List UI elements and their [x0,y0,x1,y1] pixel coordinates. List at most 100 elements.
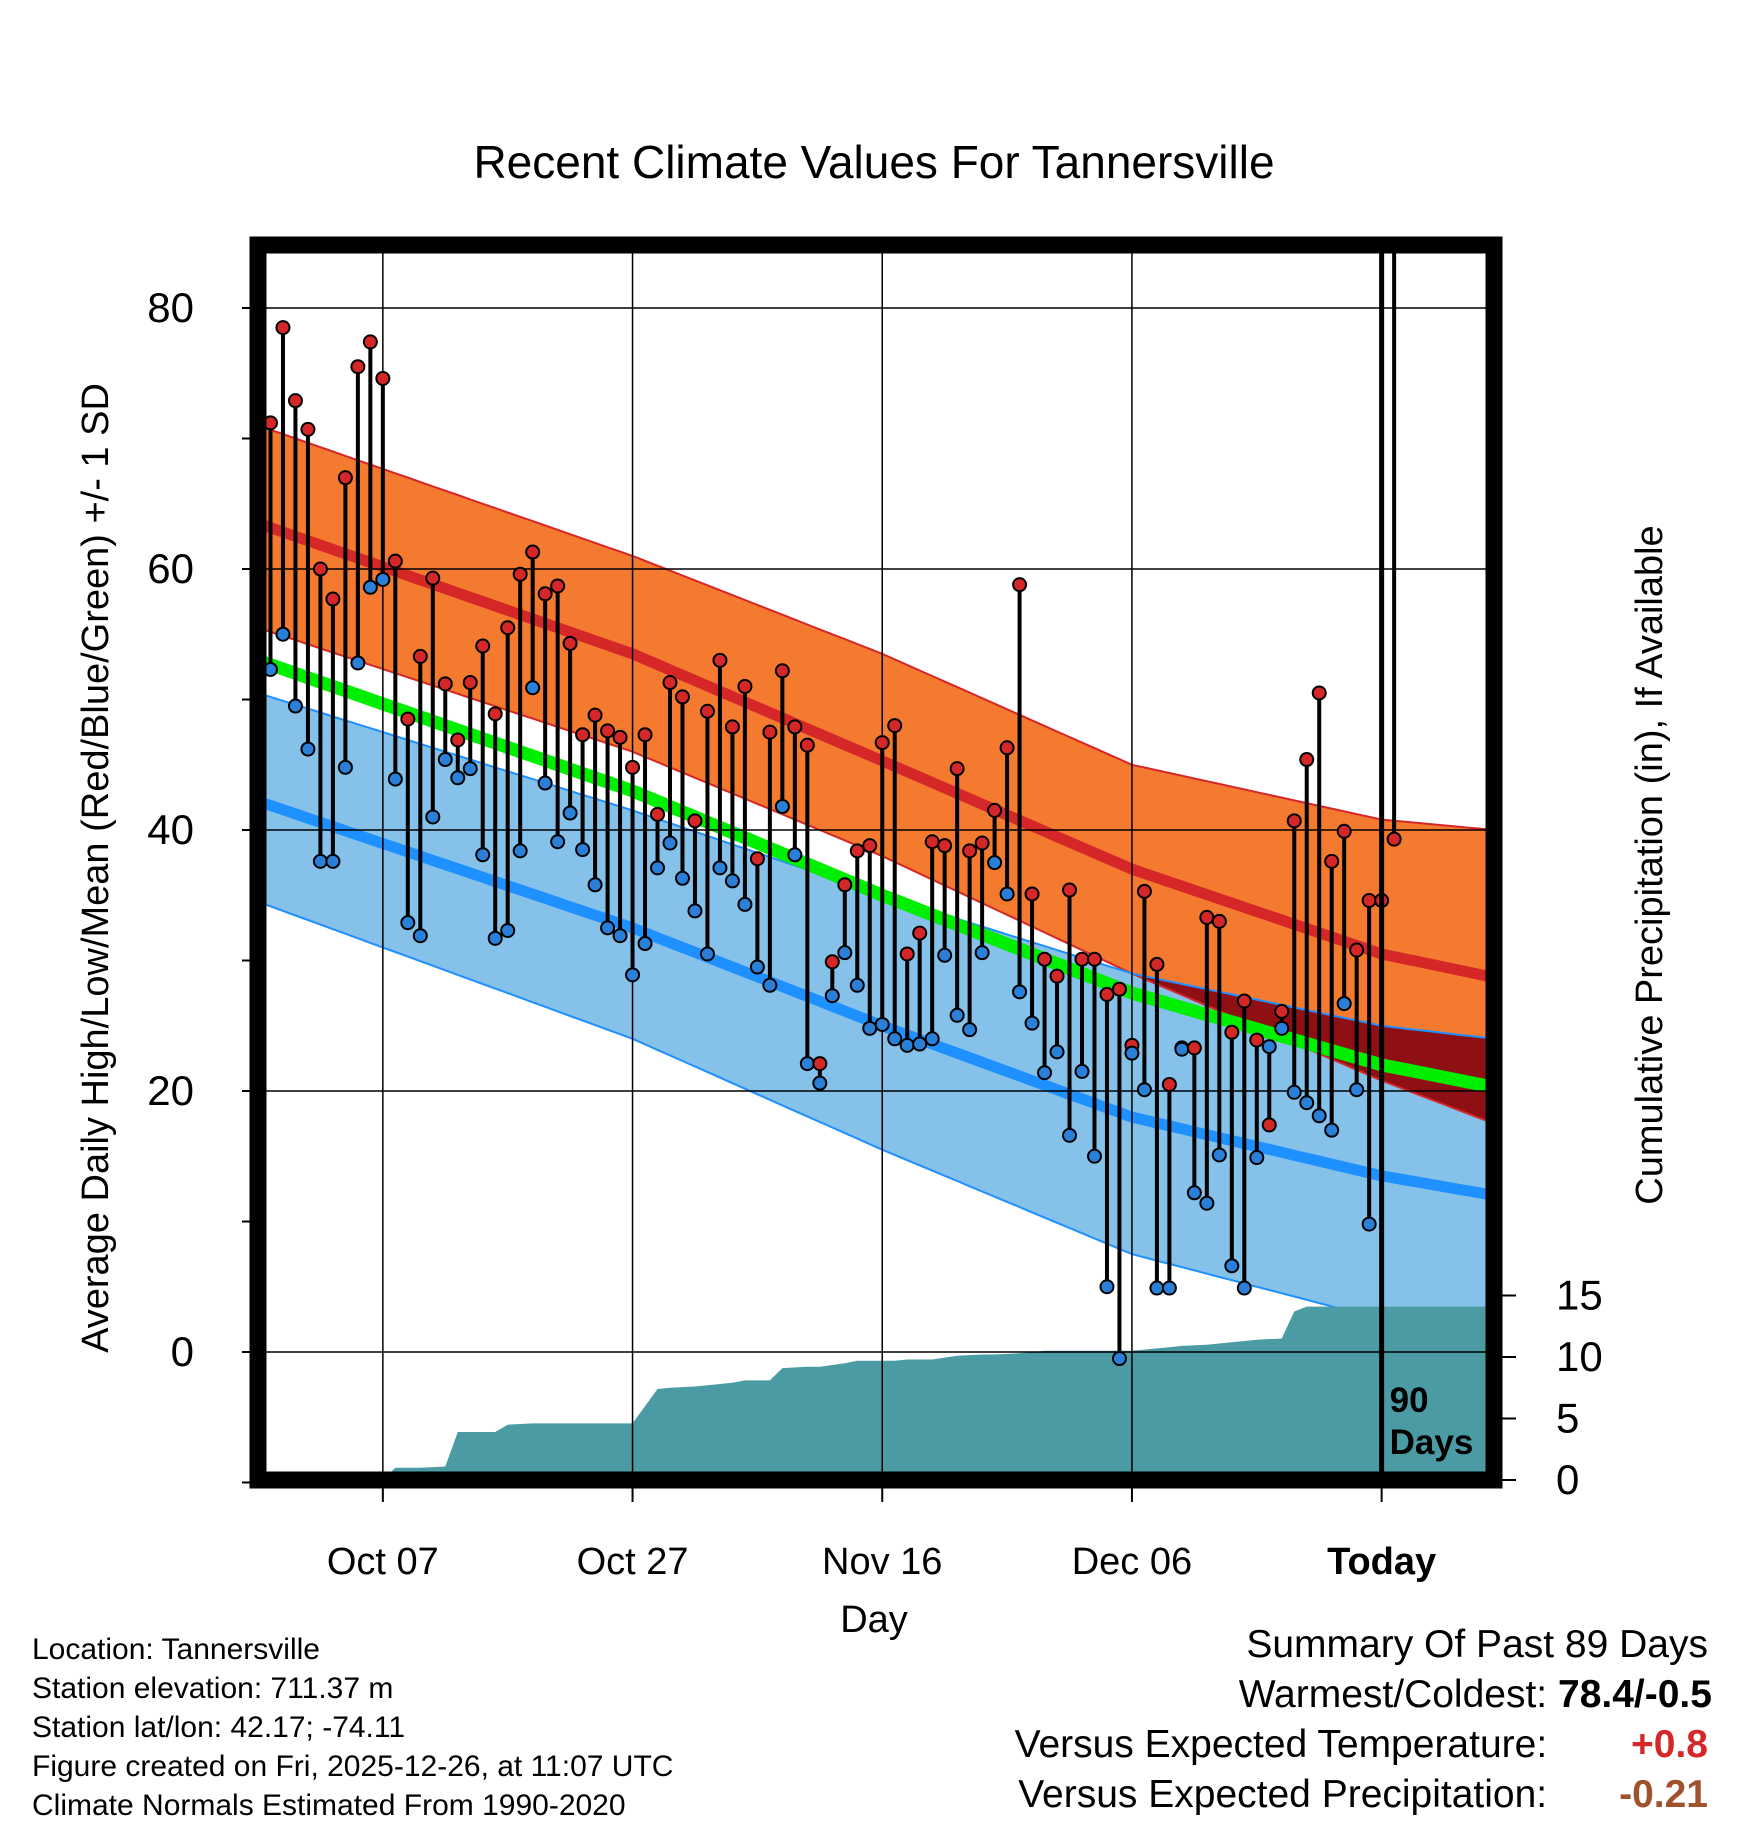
elevation-text: Station elevation: 711.37 m [32,1672,394,1705]
high-point [974,835,990,851]
low-point [1074,1063,1090,1079]
high-point [874,735,890,751]
x-tick-label: Today [1327,1541,1436,1583]
normal-mean-line [258,654,1494,1094]
low-point [412,928,428,944]
high-point [1386,831,1402,847]
y-tick-label: 80 [147,284,194,331]
low-point [312,853,328,869]
high-point [1111,981,1127,997]
low-point [1037,1065,1053,1081]
high-point [525,544,541,560]
low-point [1211,1147,1227,1163]
low-point [874,1016,890,1032]
high-point [300,421,316,437]
x-tick-label: Oct 27 [577,1541,689,1583]
high-point [1049,968,1065,984]
y-tick-label: 0 [171,1328,194,1375]
low-point [300,741,316,757]
low-point [1062,1127,1078,1143]
created-text: Figure created on Fri, 2025-12-26, at 11… [32,1750,674,1783]
low-point [1349,1082,1365,1098]
high-point [475,638,491,654]
high-point [887,718,903,734]
low-point [1099,1279,1115,1295]
high-point [812,1056,828,1072]
summary-title: Summary Of Past 89 Days [1246,1623,1708,1666]
axes: 0 20 40 60 80 0 5 10 15 Oct 07 Oct 27 Nov 16 Dec 06 T… [147,236,1603,1583]
high-point [587,707,603,723]
high-point [1236,993,1252,1009]
high-point [1224,1024,1240,1040]
high-point [937,838,953,854]
high-point [1086,951,1102,967]
high-point [362,334,378,350]
high-point [1349,942,1365,958]
high-point [1361,892,1377,908]
low-point [1261,1039,1277,1055]
low-point [812,1075,828,1091]
low-point [387,771,403,787]
high-point [749,851,765,867]
high-point [987,802,1003,818]
high-point [899,946,915,962]
today-marker-label: 90 Days [1390,1381,1474,1462]
high-point [575,727,591,743]
high-point [550,578,566,594]
low-point [1012,984,1028,1000]
chart-title: Recent Climate Values For Tannersville [473,136,1274,188]
high-point [275,320,291,336]
low-point [824,988,840,1004]
location-text: Location: Tannersville [32,1633,320,1666]
low-point [562,805,578,821]
y-tick-label: 20 [147,1067,194,1114]
high-point [737,678,753,694]
low-point [799,1056,815,1072]
low-point [1086,1148,1102,1164]
low-point [1124,1045,1140,1061]
low-point [487,930,503,946]
low-point [350,655,366,671]
low-point [749,959,765,975]
low-point [762,977,778,993]
high-point [400,711,416,727]
low-point [774,799,790,815]
low-point [525,680,541,696]
high-point [1274,1003,1290,1019]
latlon-text: Station lat/lon: 42.17; -74.11 [32,1711,406,1744]
low-point [437,752,453,768]
temp-label: Versus Expected Temperature: [1014,1723,1548,1766]
plot-area: 90 Days [258,245,1494,1480]
warm-cold-value: 78.4/-0.5 [1558,1673,1712,1716]
low-point [787,847,803,863]
low-point [737,896,753,912]
high-point [612,729,628,745]
low-point [325,853,341,869]
low-point [1236,1280,1252,1296]
low-point [1249,1150,1265,1166]
x-tick-label: Nov 16 [822,1541,942,1583]
warm-cold-row: Warmest/Coldest: 78.4/-0.5 [1015,1670,1712,1720]
high-point [1074,951,1090,967]
low-point [475,847,491,863]
low-point [1186,1185,1202,1201]
normals-text: Climate Normals Estimated From 1990-2020 [32,1789,626,1822]
low-point [650,860,666,876]
low-point [1199,1195,1215,1211]
high-point [537,586,553,602]
low-point [450,770,466,786]
low-point [1149,1280,1165,1296]
high-point [949,761,965,777]
high-plus-sd-line [258,424,1494,831]
high-point [487,706,503,722]
low-point [924,1031,940,1047]
low-point [1161,1280,1177,1296]
low-point [425,809,441,825]
high-point [1336,823,1352,839]
y-axis-label: Average Daily High/Low/Mean (Red/Blue/Gr… [75,383,117,1353]
high-point [412,648,428,664]
high-point [1149,956,1165,972]
high-point [1186,1040,1202,1056]
low-point [1224,1258,1240,1274]
